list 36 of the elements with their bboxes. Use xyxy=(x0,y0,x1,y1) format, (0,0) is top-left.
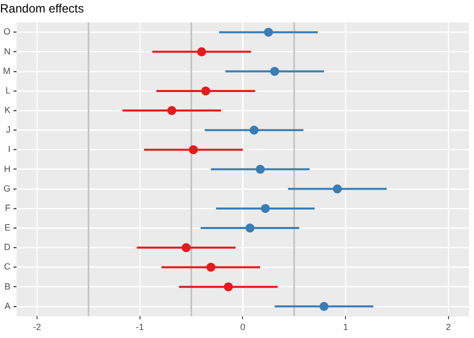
y-tick-label: A xyxy=(4,300,10,311)
point xyxy=(201,86,210,96)
point xyxy=(188,145,198,154)
point xyxy=(256,164,265,174)
x-tick-label: 1 xyxy=(343,322,348,332)
x-tick-label: 2 xyxy=(446,322,451,332)
point xyxy=(270,66,280,76)
y-tick-label: H xyxy=(4,164,10,174)
point xyxy=(264,28,273,37)
point xyxy=(260,204,270,213)
y-tick-label: N xyxy=(4,46,10,56)
y-tick-label: D xyxy=(4,242,11,252)
point xyxy=(206,262,216,272)
y-tick-label: C xyxy=(4,262,11,272)
x-tick-label: -2 xyxy=(33,322,42,332)
point xyxy=(250,126,259,135)
x-tick-label: 0 xyxy=(240,322,246,332)
point xyxy=(319,302,328,311)
point xyxy=(245,224,254,233)
y-tick-label: M xyxy=(2,66,10,76)
y-tick-label: L xyxy=(5,85,10,96)
point xyxy=(167,106,176,116)
x-tick-label: -1 xyxy=(136,322,144,332)
y-tick-label: F xyxy=(4,202,11,213)
y-tick-label: E xyxy=(4,222,10,233)
y-tick-label: B xyxy=(4,281,10,292)
point xyxy=(224,282,233,292)
y-tick-label: O xyxy=(3,26,10,37)
y-tick-label: K xyxy=(4,105,10,116)
chart-title: Random effects xyxy=(0,2,84,16)
y-tick-label: J xyxy=(6,124,10,135)
y-tick-label: G xyxy=(3,183,10,194)
point xyxy=(182,243,191,252)
y-tick-label: I xyxy=(8,144,10,154)
point xyxy=(197,47,206,56)
point xyxy=(332,184,342,194)
